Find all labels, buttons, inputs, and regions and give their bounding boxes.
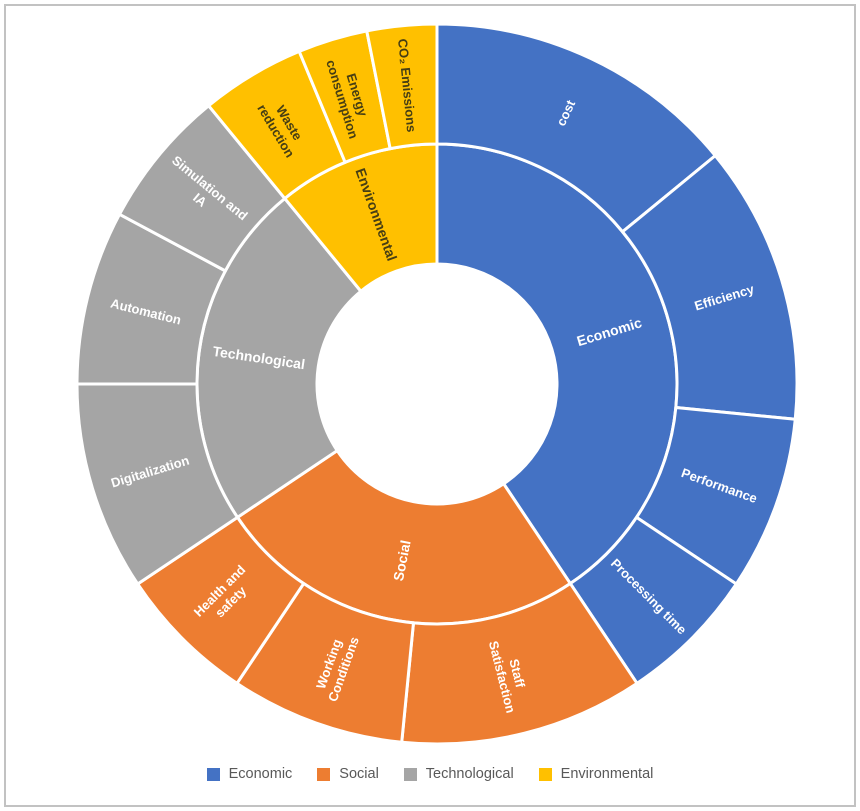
- sunburst-chart: EconomiccostEfficiencyPerformanceProcess…: [75, 22, 799, 746]
- label-social: Social: [390, 539, 414, 583]
- legend-item-economic[interactable]: Economic: [206, 765, 293, 782]
- legend-swatch-icon: [317, 767, 331, 781]
- legend-swatch-icon: [538, 767, 552, 781]
- segment-co-emissions[interactable]: [365, 22, 439, 151]
- legend-label: Social: [339, 765, 379, 782]
- chart-legend: Economic Social Technological Environmental: [6, 762, 854, 786]
- legend-label: Environmental: [560, 765, 654, 782]
- legend-item-environmental[interactable]: Environmental: [538, 765, 654, 782]
- legend-swatch-icon: [206, 767, 220, 781]
- figure-frame: Economic cost Efficiency Performance Process…: [4, 4, 856, 807]
- legend-item-technological[interactable]: Technological: [403, 765, 514, 782]
- legend-label: Economic: [228, 765, 293, 782]
- legend-item-social[interactable]: Social: [317, 767, 379, 782]
- legend-label: Technological: [425, 765, 514, 782]
- legend-swatch-icon: [403, 767, 417, 781]
